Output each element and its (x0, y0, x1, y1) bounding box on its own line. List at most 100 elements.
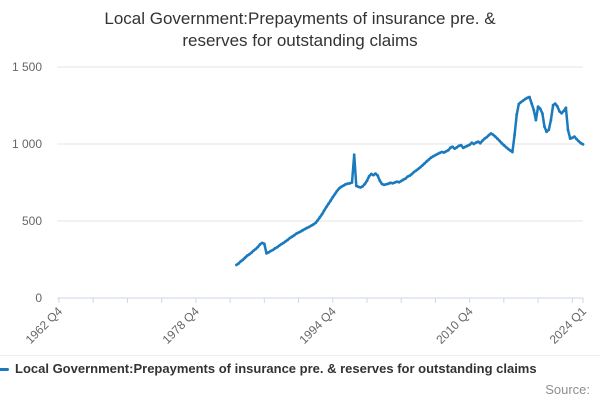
series-point[interactable] (478, 141, 482, 145)
series-point[interactable] (519, 100, 523, 104)
series-point[interactable] (280, 242, 283, 246)
series-point[interactable] (318, 215, 322, 219)
series-point[interactable] (284, 239, 288, 243)
series-point[interactable] (532, 108, 536, 112)
series-point[interactable] (305, 226, 309, 230)
series-point[interactable] (401, 178, 405, 182)
series-point[interactable] (468, 143, 471, 147)
series-point[interactable] (288, 236, 292, 240)
series-point[interactable] (470, 141, 474, 145)
series-point[interactable] (262, 242, 266, 246)
series-point[interactable] (485, 135, 489, 139)
series-point[interactable] (526, 96, 529, 100)
series-point[interactable] (416, 167, 420, 171)
series-point[interactable] (555, 104, 559, 108)
series-point[interactable] (277, 244, 281, 248)
series-point[interactable] (329, 199, 332, 203)
series-point[interactable] (444, 150, 448, 153)
series-point[interactable] (549, 118, 553, 122)
series-point[interactable] (267, 251, 270, 254)
series-point[interactable] (374, 172, 377, 176)
series-point[interactable] (410, 172, 414, 176)
series-point[interactable] (273, 247, 277, 250)
series-point[interactable] (256, 245, 260, 249)
series-point[interactable] (301, 228, 305, 232)
series-point[interactable] (457, 144, 461, 148)
series-point[interactable] (408, 174, 412, 178)
series-point[interactable] (322, 209, 326, 212)
series-point[interactable] (397, 180, 401, 184)
series-point[interactable] (346, 182, 350, 186)
series-point[interactable] (446, 148, 450, 152)
series-point[interactable] (575, 137, 578, 141)
series-point[interactable] (324, 205, 328, 209)
series-point[interactable] (406, 175, 409, 179)
series-point[interactable] (367, 174, 371, 178)
series-point[interactable] (570, 136, 574, 140)
series-point[interactable] (568, 137, 572, 141)
series-point[interactable] (337, 187, 341, 190)
series-point[interactable] (421, 163, 424, 167)
series-point[interactable] (536, 105, 540, 109)
series-point[interactable] (553, 102, 557, 106)
series-point[interactable] (502, 143, 506, 147)
series-point[interactable] (404, 177, 407, 181)
series-point[interactable] (393, 181, 397, 184)
series-point[interactable] (359, 186, 362, 189)
series-point[interactable] (530, 102, 534, 106)
series-point[interactable] (363, 182, 367, 186)
series-point[interactable] (312, 223, 315, 226)
series-point[interactable] (237, 262, 241, 265)
series-point[interactable] (558, 110, 561, 113)
series-point[interactable] (487, 133, 491, 137)
series-point[interactable] (511, 150, 514, 154)
series-point[interactable] (474, 141, 478, 144)
series-point[interactable] (252, 249, 256, 253)
series-point[interactable] (483, 137, 486, 141)
series-point[interactable] (562, 109, 566, 113)
series-point[interactable] (376, 174, 380, 178)
series-point[interactable] (573, 135, 576, 139)
series-point[interactable] (560, 111, 563, 115)
series-point[interactable] (295, 232, 298, 236)
series-point[interactable] (344, 182, 347, 186)
series-point[interactable] (464, 145, 467, 149)
series-point[interactable] (504, 145, 508, 149)
series-point[interactable] (508, 149, 512, 152)
series-point[interactable] (331, 195, 335, 199)
series-point[interactable] (399, 179, 403, 183)
series-point[interactable] (245, 254, 249, 258)
series-point[interactable] (339, 185, 343, 189)
series-point[interactable] (290, 235, 294, 239)
series-point[interactable] (387, 182, 390, 186)
series-point[interactable] (350, 181, 354, 184)
series-point[interactable] (380, 182, 384, 186)
series-point[interactable] (476, 140, 480, 144)
series-point[interactable] (436, 152, 439, 156)
series-point[interactable] (543, 125, 546, 129)
series-point[interactable] (438, 151, 442, 155)
series-point[interactable] (498, 139, 501, 143)
series-point[interactable] (521, 99, 525, 102)
series-point[interactable] (434, 153, 437, 157)
series-point[interactable] (564, 106, 568, 110)
series-point[interactable] (431, 154, 435, 158)
series-point[interactable] (286, 238, 290, 242)
series-point[interactable] (299, 230, 303, 233)
series-point[interactable] (538, 107, 542, 110)
series-point[interactable] (391, 181, 394, 185)
series-point[interactable] (579, 141, 583, 145)
series-point[interactable] (517, 102, 521, 106)
series-point[interactable] (389, 181, 392, 185)
series-point[interactable] (357, 185, 360, 189)
series-point[interactable] (427, 158, 431, 161)
series-point[interactable] (303, 227, 307, 231)
series-point[interactable] (412, 170, 416, 174)
series-point[interactable] (547, 128, 551, 132)
series-point[interactable] (489, 132, 493, 135)
series-point[interactable] (461, 146, 465, 150)
series-point[interactable] (442, 151, 446, 154)
series-point[interactable] (384, 182, 388, 186)
series-point[interactable] (250, 251, 253, 255)
series-point[interactable] (365, 179, 369, 183)
